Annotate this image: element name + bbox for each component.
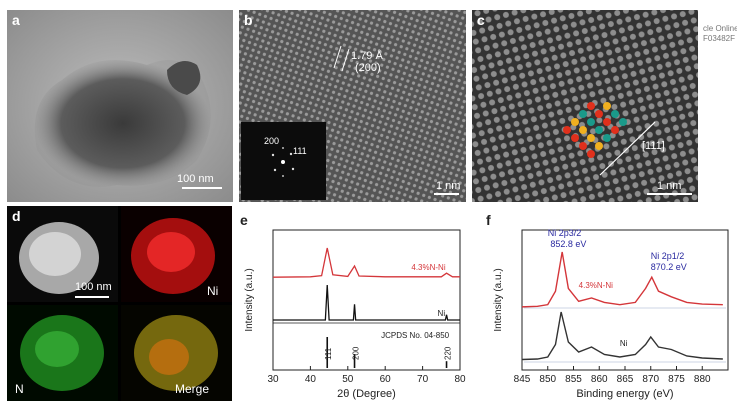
scale-bar-c — [647, 193, 692, 195]
hrtem-image — [239, 10, 466, 202]
x-tick-label-e: 40 — [305, 374, 317, 385]
panel-b-hrtem-image: b 1.79 Å (200) 200 111 1 nm — [239, 10, 466, 202]
scale-bar-b — [434, 193, 459, 195]
xrd-chart: 30 40 50 60 70 80 2θ (Degree) Intensity (a.u.) 4… — [244, 229, 466, 400]
x-tick-label-e: 50 — [342, 374, 354, 385]
lattice-plane: (200) — [355, 62, 381, 74]
panel-label-d: d — [12, 208, 21, 224]
x-tick-label-f: 855 — [565, 374, 582, 385]
xps-chart: 845 850 855 860 865 870 875 880 Binding energy (… — [493, 228, 729, 400]
reference-label: JCPDS No. 04-850 — [381, 331, 450, 340]
scale-bar-d — [75, 296, 109, 298]
eds-n-map — [7, 305, 118, 401]
direction-label: [111] — [642, 140, 665, 152]
scale-text-a: 100 nm — [177, 173, 214, 185]
x-tick-label-e: 30 — [267, 374, 279, 385]
scale-bar-a — [182, 187, 222, 189]
scale-text-c: 1 nm — [657, 180, 682, 192]
legend-ni: Ni — [620, 339, 628, 348]
map-label-n: N — [15, 382, 24, 396]
x-axis-label-f: Binding energy (eV) — [576, 388, 673, 400]
x-tick-label-e: 80 — [454, 374, 466, 385]
series-line-ni — [521, 311, 723, 361]
x-tick-label-f: 865 — [617, 374, 634, 385]
legend-4.3pct-n-ni: 4.3%N-Ni — [411, 263, 445, 272]
x-tick-label-f: 875 — [668, 374, 685, 385]
panel-label-a: a — [12, 12, 20, 28]
map-label-ni: Ni — [207, 284, 219, 298]
x-tick-label-f: 850 — [539, 374, 556, 385]
legend-4.3pct-n-ni: 4.3%N-Ni — [579, 281, 613, 290]
annot-852.8: 852.8 eV — [550, 239, 586, 249]
fft-spot-111: 111 — [293, 146, 307, 156]
annot-ni2p12: Ni 2p1/2 — [651, 251, 685, 261]
panel-label-f: f — [486, 212, 491, 228]
atom-model-overlay — [563, 102, 627, 158]
x-tick-label-f: 870 — [642, 374, 659, 385]
x-axis-label-e: 2θ (Degree) — [337, 388, 396, 400]
panel-label-e: e — [240, 212, 248, 228]
map-label-merge: Merge — [175, 382, 210, 396]
reference-peak-label: 111 — [324, 347, 333, 360]
x-tick-label-f: 845 — [514, 374, 531, 385]
fft-spot-200: 200 — [264, 136, 280, 146]
x-tick-label-f: 880 — [694, 374, 711, 385]
x-tick-label-e: 70 — [417, 374, 429, 385]
panel-d-eds-maps: d 100 nm Ni N Merge — [7, 206, 232, 401]
series-line-ni — [273, 284, 460, 321]
tem-image — [7, 10, 233, 202]
series-line-4.3pct-n-ni — [521, 251, 723, 308]
edge-text: cle Online F03482F — [703, 24, 737, 43]
direction-line — [599, 121, 656, 176]
legend-ni: Ni — [438, 309, 446, 318]
annot-870.2: 870.2 eV — [651, 262, 687, 272]
eds-haadf-map — [7, 206, 118, 302]
scale-text-d: 100 nm — [75, 281, 112, 293]
x-tick-label-e: 60 — [380, 374, 392, 385]
lattice-spacing: 1.79 Å — [351, 50, 383, 62]
series-line-4.3pct-n-ni — [272, 247, 460, 278]
annot-ni2p32: Ni 2p3/2 — [548, 228, 582, 238]
scale-text-b: 1 nm — [436, 180, 461, 192]
x-tick-label-f: 860 — [591, 374, 608, 385]
panel-label-c: c — [477, 12, 485, 28]
eds-merge-map — [121, 305, 232, 401]
y-axis-label-f: Intensity (a.u.) — [493, 268, 504, 331]
eds-ni-map — [121, 206, 232, 302]
panel-c-haadf-image: c [111] 1 nm — [472, 10, 698, 202]
reference-peak-label: 220 — [444, 346, 453, 360]
y-axis-label-e: Intensity (a.u.) — [244, 268, 255, 331]
atomic-image — [472, 10, 698, 202]
plot-frame-e — [272, 229, 461, 371]
reference-peak-label: 200 — [352, 346, 361, 360]
panel-label-b: b — [244, 12, 253, 28]
panel-a-tem-image: a 100 nm — [7, 10, 233, 202]
